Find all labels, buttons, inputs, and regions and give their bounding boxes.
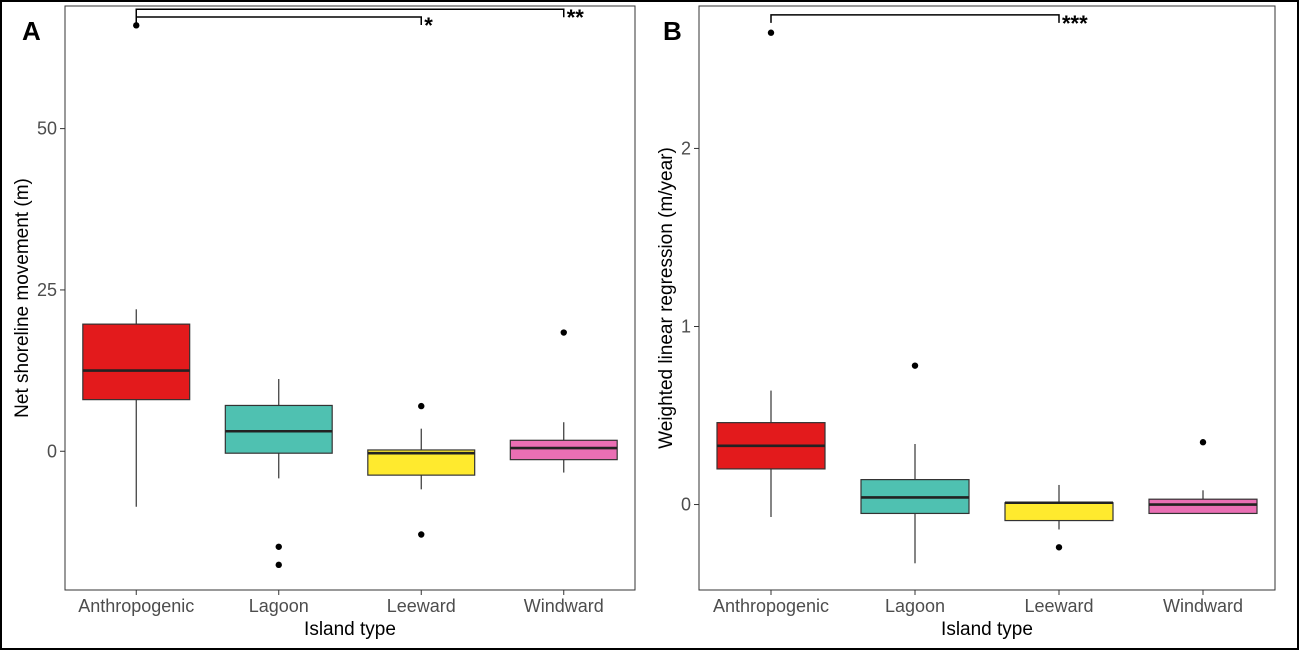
significance-label: ** bbox=[567, 5, 585, 30]
outlier-point-windward bbox=[560, 329, 567, 336]
outlier-point-anthropogenic bbox=[767, 29, 775, 36]
outlier-point-lagoon bbox=[275, 543, 282, 550]
plot-area bbox=[698, 5, 1276, 591]
box-lagoon bbox=[224, 404, 333, 454]
y-tick-label: 25 bbox=[37, 280, 57, 300]
panel-a: 0 25 50 Anthropogenic Lagoon Leeward Windward I… bbox=[12, 5, 636, 640]
y-tick-label: 0 bbox=[681, 495, 691, 515]
box-leeward bbox=[1004, 502, 1114, 522]
x-tick-label-windward: Windward bbox=[1163, 596, 1243, 616]
x-tick-label-lagoon: Lagoon bbox=[249, 596, 309, 616]
outlier-point-lagoon bbox=[911, 362, 919, 369]
y-tick-label: 2 bbox=[681, 138, 691, 158]
outlier-point-windward bbox=[1199, 439, 1207, 446]
y-tick-label: 50 bbox=[37, 119, 57, 139]
outlier-point-leeward bbox=[418, 402, 425, 410]
x-tick-label-leeward: Leeward bbox=[387, 596, 456, 616]
x-tick-label-windward: Windward bbox=[524, 596, 604, 616]
box-windward bbox=[1148, 498, 1258, 515]
outlier-point-leeward bbox=[418, 531, 425, 538]
x-tick-label-anthropogenic: Anthropogenic bbox=[78, 596, 194, 616]
outlier-point-lagoon bbox=[275, 561, 282, 569]
significance-bracket bbox=[770, 14, 1060, 23]
x-tick-label-lagoon: Lagoon bbox=[885, 596, 945, 616]
y-axis-title: Net shoreline movement (m) bbox=[12, 178, 33, 418]
y-axis-title: Weighted linear regression (m/year) bbox=[656, 147, 677, 449]
panel-b: 0 1 2 Anthropogenic Lagoon Leeward Windward Isl… bbox=[656, 5, 1276, 640]
plot-area bbox=[64, 5, 636, 591]
box-anthropogenic bbox=[82, 323, 191, 401]
significance-label: *** bbox=[1062, 11, 1088, 36]
panel-letter: B bbox=[663, 16, 682, 46]
y-tick-label: 1 bbox=[681, 316, 691, 336]
y-tick-label: 0 bbox=[47, 441, 57, 461]
box-windward bbox=[509, 439, 618, 461]
significance-bracket bbox=[135, 8, 565, 18]
significance-bracket bbox=[135, 16, 422, 25]
outlier-point-anthropogenic bbox=[133, 22, 140, 29]
x-tick-label-leeward: Leeward bbox=[1024, 596, 1093, 616]
outlier-point-leeward bbox=[1055, 544, 1063, 551]
x-axis-title: Island type bbox=[941, 619, 1033, 640]
x-axis-title: Island type bbox=[304, 619, 396, 640]
x-tick-label-anthropogenic: Anthropogenic bbox=[713, 596, 829, 616]
panel-letter: A bbox=[22, 16, 41, 46]
significance-label: * bbox=[424, 13, 433, 38]
